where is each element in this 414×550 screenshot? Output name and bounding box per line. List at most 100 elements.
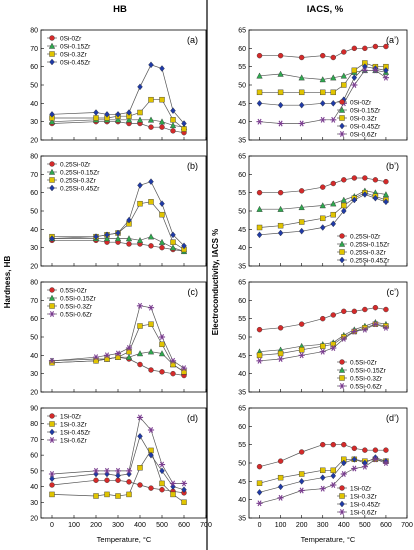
y-tick-label-left-3-0: 20 <box>30 516 38 523</box>
y-tick-label-left-3-1: 30 <box>30 500 38 507</box>
data-point-right-2-3-6 <box>351 328 358 335</box>
data-point-right-1-1-9 <box>382 191 390 198</box>
legend-marker-left-2-1 <box>48 294 56 301</box>
data-point-left-3-1-3 <box>115 493 121 499</box>
series-line-left-1-1 <box>52 236 185 252</box>
y-tick-label-right-3-2: 45 <box>238 479 246 486</box>
data-point-right-2-3-1 <box>277 356 284 362</box>
y-tick-label-right-1-5: 60 <box>238 172 246 179</box>
series-line-left-2-3 <box>51 305 185 369</box>
data-point-right-3-0-9 <box>383 447 389 453</box>
data-point-left-0-3-4 <box>126 109 132 116</box>
y-tick-label-right-3-3: 50 <box>238 461 246 468</box>
data-point-right-1-0-0 <box>256 189 263 196</box>
data-point-right-3-2-6 <box>351 456 358 463</box>
data-point-right-0-0-6 <box>351 45 358 52</box>
legend-marker-right-3-3 <box>338 509 346 515</box>
x-tick-label-left-3-3: 300 <box>112 522 124 529</box>
data-point-right-3-2-1 <box>277 483 284 491</box>
data-point-right-1-3-1 <box>277 229 284 237</box>
data-point-left-2-3-2 <box>103 352 111 359</box>
data-point-left-0-3-0 <box>49 111 55 118</box>
data-point-right-3-3-5-stroke-2 <box>341 471 346 477</box>
panel-left-0: 20304050607080(a)0Si-0Zr0Si-0.15Zr0Si-0.… <box>30 28 207 145</box>
y-tick-label-right-1-1: 40 <box>238 245 246 252</box>
data-point-left-2-2-4 <box>126 348 132 355</box>
left-column-heading: HB <box>113 4 127 15</box>
data-point-right-2-3-7 <box>361 326 368 333</box>
data-point-left-2-3-7 <box>158 334 166 340</box>
data-point-right-3-3-2-stroke-2 <box>299 487 304 494</box>
data-point-right-3-3-1-stroke-2 <box>278 494 283 501</box>
data-point-left-3-3-6 <box>147 427 155 433</box>
data-point-right-1-2-0 <box>256 224 263 231</box>
data-point-left-2-1-6 <box>147 348 155 355</box>
y-tick-label-right-0-0: 35 <box>238 138 246 145</box>
data-point-right-1-1-1 <box>277 205 284 212</box>
data-point-left-3-3-7-stroke-2 <box>159 461 165 468</box>
data-point-right-0-4-1 <box>277 120 284 127</box>
data-point-right-3-3-8 <box>372 456 379 463</box>
data-point-left-2-3-3-stroke-2 <box>115 350 121 357</box>
data-point-left-3-3-0 <box>48 471 56 477</box>
data-point-right-1-2-2 <box>298 219 305 225</box>
data-point-right-3-0-7 <box>362 447 368 453</box>
data-point-left-0-2-8 <box>170 117 176 123</box>
data-point-right-2-2-3 <box>320 343 326 349</box>
legend-label-left-1-1: 0.25Si-0.15Zr <box>60 170 100 177</box>
data-point-right-3-3-3 <box>319 485 326 492</box>
legend-marker-right-1-0 <box>339 233 345 239</box>
data-point-left-1-3-6 <box>148 178 154 185</box>
series-line-left-3-2 <box>51 435 185 491</box>
data-point-left-3-3-8 <box>169 480 177 487</box>
data-point-left-2-3-4 <box>125 345 133 351</box>
series-line-right-3-0 <box>259 444 386 468</box>
data-point-left-2-2-8 <box>170 361 176 368</box>
data-point-left-0-1-5 <box>136 116 144 123</box>
legend-label-right-0-3: 0Si-0.45Zr <box>350 124 381 131</box>
data-point-right-0-0-0 <box>256 52 263 59</box>
y-tick-label-left-0-6: 80 <box>30 28 38 35</box>
data-point-left-3-3-9-stroke-2 <box>181 480 187 487</box>
data-point-right-2-3-1-stroke-2 <box>278 356 283 362</box>
data-point-right-3-2-2 <box>298 478 305 485</box>
x-tick-label-left-3-0: 0 <box>50 522 54 529</box>
data-point-left-2-3-3 <box>114 350 122 357</box>
data-point-right-0-2-5 <box>341 82 347 88</box>
y-tick-label-left-1-3: 50 <box>30 209 38 216</box>
data-point-left-0-3-8 <box>170 107 176 114</box>
data-point-right-0-4-7-stroke-2 <box>362 67 367 74</box>
data-point-right-2-3-0-stroke-2 <box>257 357 262 364</box>
data-point-left-1-2-6 <box>148 199 154 205</box>
y-tick-label-right-0-2: 45 <box>238 101 246 108</box>
data-point-right-3-1-3 <box>320 467 326 474</box>
legend-label-left-3-2: 1Si-0.45Zr <box>60 430 91 437</box>
series-line-right-3-3 <box>259 458 387 504</box>
data-point-left-3-2-7 <box>159 467 165 475</box>
data-point-right-2-3-4-stroke-2 <box>331 345 336 351</box>
data-point-left-0-2-9 <box>181 126 187 132</box>
legend-marker-right-1-3 <box>339 256 345 264</box>
data-point-right-2-3-9 <box>382 324 390 331</box>
panel-left-2: 20304050607080(c)0.5Si-0Zr0.5Si-0.15Zr0.… <box>30 280 207 397</box>
data-point-left-3-3-3 <box>114 467 122 474</box>
data-point-left-3-3-2-stroke-2 <box>104 467 110 474</box>
series-line-left-3-3 <box>51 416 184 484</box>
legend-label-right-3-1: 1Si-0.3Zr <box>350 494 378 501</box>
y-tick-label-left-1-2: 40 <box>30 227 38 234</box>
data-point-left-2-3-9 <box>180 365 188 372</box>
legend-marker-left-3-3-stroke-2 <box>49 437 55 443</box>
panel-right-1: 35 40 45 50 55 60 65 (b’) 0.25Si-0Zr0.25Si-0.15Z… <box>238 154 408 271</box>
data-point-right-0-2-1 <box>277 89 284 96</box>
data-point-left-3-1-4 <box>126 491 132 498</box>
data-point-right-1-0-8 <box>372 177 379 183</box>
y-tick-label-right-3-5: 60 <box>238 424 246 431</box>
data-point-left-3-2-0 <box>49 475 55 483</box>
legend-marker-right-1-2 <box>339 249 345 255</box>
legend-marker-right-0-1 <box>338 106 346 113</box>
data-point-right-3-0-5 <box>341 441 347 448</box>
legend-marker-right-1-1 <box>338 240 346 247</box>
data-point-left-3-1-8 <box>170 491 176 498</box>
data-point-right-1-3-6 <box>351 196 358 204</box>
y-tick-label-right-3-0: 35 <box>238 516 246 523</box>
